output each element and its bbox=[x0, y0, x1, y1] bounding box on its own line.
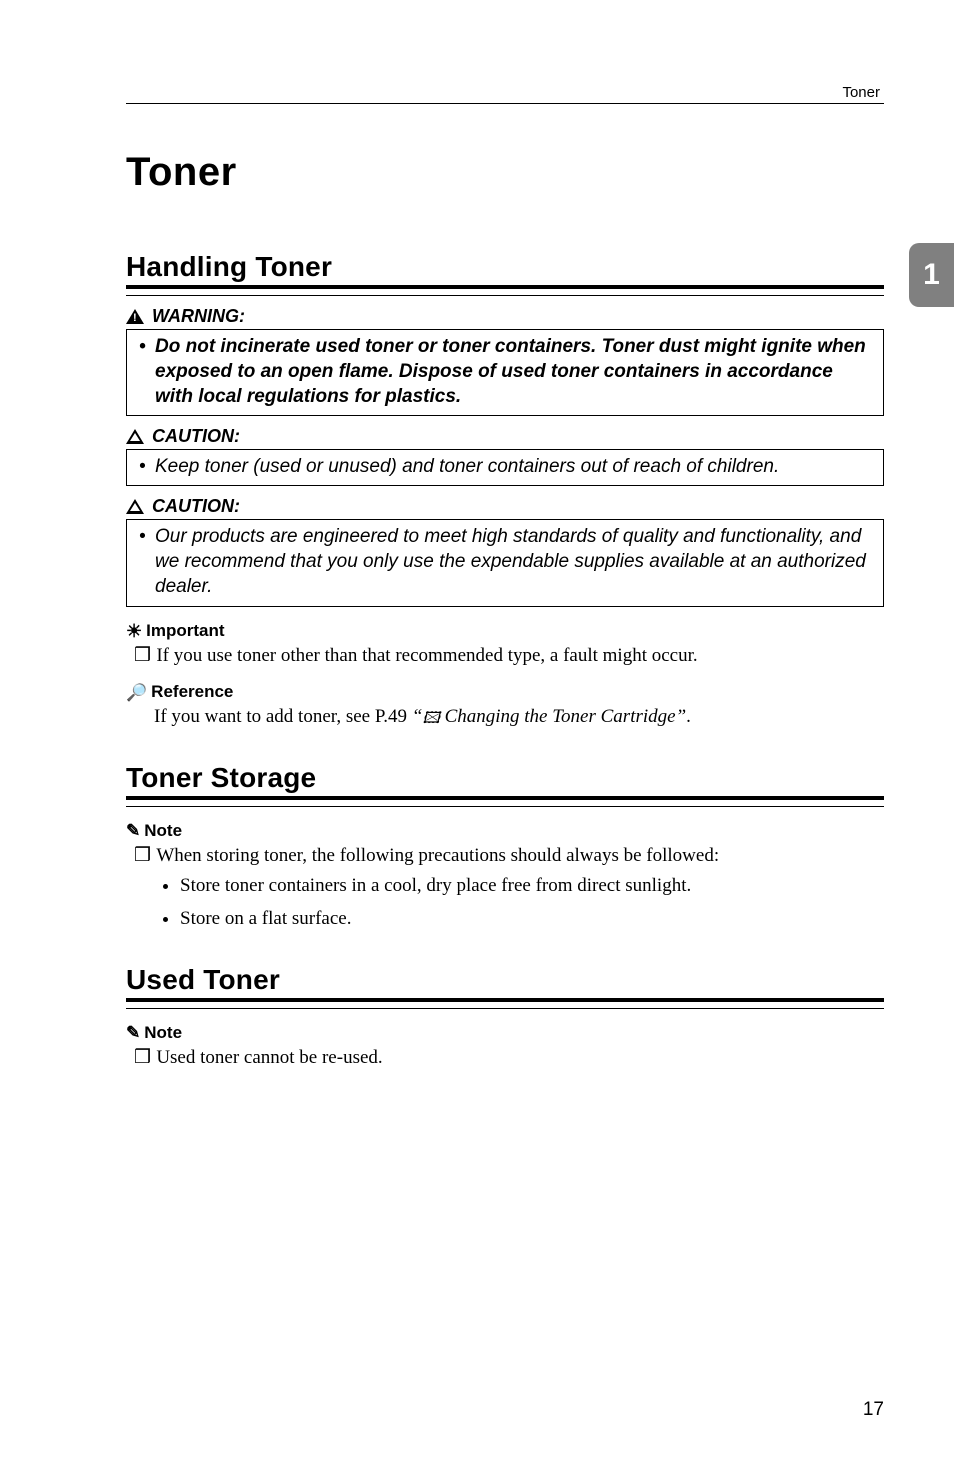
running-head: Toner bbox=[126, 84, 884, 101]
caution-icon: ! bbox=[126, 499, 144, 514]
used-note-head: ✎ Note bbox=[126, 1023, 884, 1043]
storage-bullets: Store toner containers in a cool, dry pl… bbox=[126, 874, 884, 931]
warning-icon: ! bbox=[126, 309, 144, 324]
used-note-text: ❒ Used toner cannot be re-used. bbox=[126, 1045, 884, 1071]
caution2-label: ! CAUTION: bbox=[126, 496, 884, 517]
reference-prefix: If you want to add toner, see P.49 bbox=[154, 706, 412, 727]
section-used-heavy-rule bbox=[126, 998, 884, 1002]
section-used-sub-rule bbox=[126, 1008, 884, 1009]
storage-note-intro: ❒ When storing toner, the following prec… bbox=[126, 843, 884, 869]
storage-note-intro-text: When storing toner, the following precau… bbox=[156, 845, 719, 866]
caution1-text: Keep toner (used or unused) and toner co… bbox=[137, 454, 873, 479]
reference-label: Reference bbox=[151, 682, 233, 702]
warning-text: Do not incinerate used toner or toner co… bbox=[137, 334, 873, 409]
toner-cartridge-icon: 🖾 bbox=[422, 708, 439, 730]
important-icon: ☀ bbox=[126, 622, 142, 640]
caution1-label: ! CAUTION: bbox=[126, 426, 884, 447]
section-handling-heavy-rule bbox=[126, 285, 884, 289]
note-icon: ✎ bbox=[126, 1024, 140, 1041]
section-handling-sub-rule bbox=[126, 295, 884, 296]
reference-qclose: ” bbox=[676, 706, 687, 727]
section-used-title: Used Toner bbox=[126, 964, 884, 996]
warning-label: ! WARNING: bbox=[126, 306, 884, 327]
used-note-body: Used toner cannot be re-used. bbox=[156, 1047, 382, 1068]
reference-link: Changing the Toner Cartridge bbox=[440, 706, 676, 727]
chapter-title: Toner bbox=[126, 150, 884, 195]
page: Toner Toner Handling Toner ! WARNING: Do… bbox=[0, 0, 954, 1475]
warning-box: Do not incinerate used toner or toner co… bbox=[126, 329, 884, 416]
important-head: ☀ Important bbox=[126, 621, 884, 641]
reference-head: 🔎 Reference bbox=[126, 682, 884, 702]
caution2-text: Our products are engineered to meet high… bbox=[137, 524, 873, 599]
warning-label-text: WARNING: bbox=[152, 306, 245, 327]
important-body: If you use toner other than that recomme… bbox=[156, 645, 697, 666]
caution1-label-text: CAUTION: bbox=[152, 426, 240, 447]
important-label: Important bbox=[146, 621, 224, 641]
header-rule bbox=[126, 103, 884, 104]
note-icon: ✎ bbox=[126, 822, 140, 839]
caution2-label-text: CAUTION: bbox=[152, 496, 240, 517]
section-storage-sub-rule bbox=[126, 806, 884, 807]
section-storage-title: Toner Storage bbox=[126, 762, 884, 794]
section-storage-heavy-rule bbox=[126, 796, 884, 800]
reference-qopen: “ bbox=[412, 706, 423, 727]
caution-icon: ! bbox=[126, 429, 144, 444]
reference-text: If you want to add toner, see P.49 “🖾 Ch… bbox=[126, 704, 884, 730]
storage-note-head: ✎ Note bbox=[126, 821, 884, 841]
section-handling-title: Handling Toner bbox=[126, 251, 884, 283]
reference-icon: 🔎 bbox=[126, 684, 147, 701]
caution1-box: Keep toner (used or unused) and toner co… bbox=[126, 449, 884, 486]
used-note-label: Note bbox=[144, 1023, 182, 1043]
caution2-box: Our products are engineered to meet high… bbox=[126, 519, 884, 606]
page-number: 17 bbox=[863, 1399, 884, 1421]
list-item: Store toner containers in a cool, dry pl… bbox=[180, 874, 884, 899]
reference-suffix: . bbox=[686, 706, 691, 727]
important-text: ❒ If you use toner other than that recom… bbox=[126, 643, 884, 669]
storage-note-label: Note bbox=[144, 821, 182, 841]
list-item: Store on a flat surface. bbox=[180, 907, 884, 932]
